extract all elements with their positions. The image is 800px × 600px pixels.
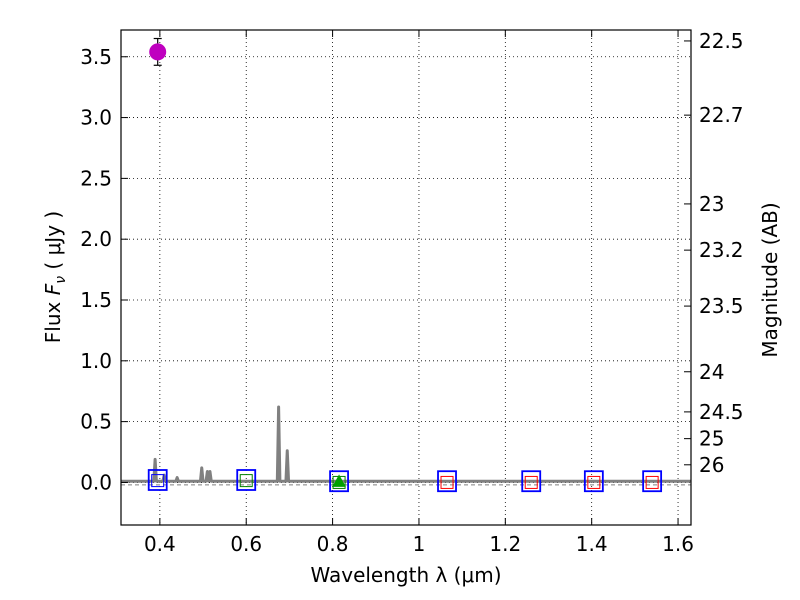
grid — [121, 30, 691, 525]
axis-ticks: 0.4 0.6 0.8 1 1.2 1.4 1.6 0.0 0.5 1.0 1.5 2.0 2.5 3.0… — [80, 29, 743, 556]
upper-limit-box — [437, 470, 457, 493]
y-tick-label: 3.5 — [80, 45, 112, 69]
upper-limit-box — [583, 470, 604, 493]
x-tick-label: 0.6 — [230, 532, 262, 556]
x-tick-label: 1.6 — [662, 532, 694, 556]
upper-limit-box — [642, 470, 663, 493]
model-photometry-box — [645, 475, 659, 489]
x-tick-label: 0.4 — [144, 532, 176, 556]
plot-frame — [120, 29, 692, 526]
y-tick-label: 3.0 — [80, 106, 112, 130]
y2-tick-label: 24.5 — [699, 400, 744, 424]
model-photometry-box — [151, 474, 165, 488]
x-tick-label: 1 — [413, 532, 426, 556]
model-spectrum — [121, 405, 691, 486]
y2-tick-label: 25 — [699, 427, 724, 451]
y2-tick-label: 23.5 — [699, 294, 744, 318]
y2-tick-label: 23.2 — [699, 238, 744, 262]
y-tick-label: 0.0 — [80, 470, 112, 494]
model-photometry-box — [524, 475, 538, 489]
upper-limit-box — [147, 469, 168, 491]
upper-limit-box — [521, 470, 542, 493]
x-tick-label: 0.8 — [317, 532, 349, 556]
y2-tick-label: 24 — [699, 360, 724, 384]
y2-axis-label: Magnitude (AB) — [758, 202, 782, 357]
y-tick-label: 1.0 — [80, 349, 112, 373]
data-markers — [147, 37, 663, 493]
model-photometry-box — [440, 475, 454, 489]
x-tick-label: 1.4 — [576, 532, 608, 556]
model-photometry-box — [587, 475, 601, 489]
y-tick-label: 2.5 — [80, 166, 112, 190]
y-tick-label: 0.5 — [80, 410, 112, 434]
y2-tick-label: 26 — [699, 453, 724, 477]
y2-tick-label: 22.5 — [699, 29, 744, 53]
x-axis-label: Wavelength λ (μm) — [310, 563, 501, 587]
upper-limit-box — [236, 469, 257, 491]
y-axis-label: Flux Fν ( μJy ) — [41, 211, 69, 343]
y-tick-label: 2.0 — [80, 227, 112, 251]
x-tick-label: 1.2 — [489, 532, 521, 556]
y-tick-label: 1.5 — [80, 288, 112, 312]
model-photometry-box — [239, 474, 253, 488]
triangle-marker — [332, 474, 346, 487]
y2-tick-label: 22.7 — [699, 103, 744, 127]
upper-limit-box — [329, 470, 349, 493]
y2-tick-label: 23 — [699, 192, 724, 216]
model-spectrum-line — [121, 405, 691, 483]
data-point — [149, 43, 167, 61]
